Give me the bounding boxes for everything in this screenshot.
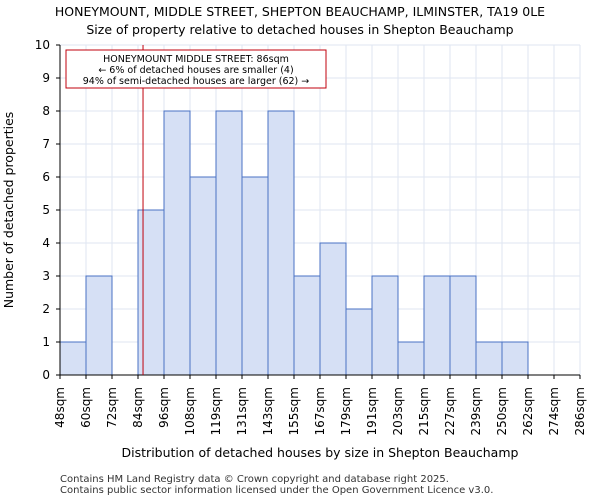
x-tick-label-239sqm: 239sqm [469, 387, 483, 435]
annotation-line-2: ← 6% of detached houses are smaller (4) [98, 65, 293, 76]
x-tick-label-274sqm: 274sqm [547, 387, 561, 435]
x-tick-label-60sqm: 60sqm [79, 387, 93, 428]
bar-191sqm [371, 275, 399, 376]
x-tick-label-286sqm: 286sqm [573, 387, 587, 435]
x-tick-label-108sqm: 108sqm [183, 387, 197, 435]
bar-119sqm [215, 110, 243, 376]
x-tick-label-203sqm: 203sqm [391, 387, 405, 435]
bar-179sqm [345, 308, 373, 376]
y-tick-label-10: 10 [35, 38, 50, 52]
bar-143sqm [267, 110, 295, 376]
x-tick-label-250sqm: 250sqm [495, 387, 509, 435]
bar-239sqm [475, 341, 503, 376]
y-tick-label-8: 8 [42, 104, 50, 118]
annotation-box: HONEYMOUNT MIDDLE STREET: 86sqm ← 6% of … [65, 49, 327, 89]
y-tick-label-4: 4 [42, 236, 50, 250]
y-tick-label-9: 9 [42, 71, 50, 85]
annotation-line-1: HONEYMOUNT MIDDLE STREET: 86sqm [103, 54, 289, 65]
y-tick-label-1: 1 [42, 335, 50, 349]
chart-title: HONEYMOUNT, MIDDLE STREET, SHEPTON BEAUC… [54, 4, 546, 19]
x-tick-label-84sqm: 84sqm [131, 387, 145, 428]
bars [59, 110, 529, 376]
bar-167sqm [319, 242, 347, 376]
x-axis-label: Distribution of detached houses by size … [122, 445, 519, 460]
x-tick-labels: 48sqm 60sqm 72sqm 84sqm 96sqm 108sqm 119sqm 131… [53, 375, 587, 435]
y-tick-label-2: 2 [42, 302, 50, 316]
x-tick-label-143sqm: 143sqm [261, 387, 275, 435]
annotation-frame [65, 49, 327, 89]
x-tick-label-48sqm: 48sqm [53, 387, 67, 428]
y-tick-label-5: 5 [42, 203, 50, 217]
x-tick-label-227sqm: 227sqm [443, 387, 457, 435]
bar-215sqm [423, 275, 451, 376]
bar-250sqm [501, 341, 529, 376]
x-tick-label-96sqm: 96sqm [157, 387, 171, 428]
footer-licence: Contains public sector information licen… [60, 485, 494, 496]
bar-131sqm [241, 176, 269, 376]
x-tick-label-215sqm: 215sqm [417, 387, 431, 435]
bar-48sqm [59, 341, 87, 376]
annotation-line-3: 94% of semi-detached houses are larger (… [83, 76, 310, 87]
footer-copyright: Contains HM Land Registry data © Crown c… [60, 474, 449, 485]
x-tick-label-191sqm: 191sqm [365, 387, 379, 435]
bar-60sqm [85, 275, 113, 376]
bar-108sqm [189, 176, 217, 376]
x-tick-label-155sqm: 155sqm [287, 387, 301, 435]
bar-227sqm [449, 275, 477, 376]
x-tick-label-131sqm: 131sqm [235, 387, 249, 435]
chart-subtitle: Size of property relative to detached ho… [86, 22, 514, 37]
bar-203sqm [397, 341, 425, 376]
x-tick-label-262sqm: 262sqm [521, 387, 535, 435]
bar-155sqm [293, 275, 321, 376]
y-tick-label-6: 6 [42, 170, 50, 184]
y-tick-label-7: 7 [42, 137, 50, 151]
y-tick-label-0: 0 [42, 368, 50, 382]
y-tick-labels: 0 1 2 3 4 5 6 7 8 9 10 [35, 38, 60, 382]
bar-84sqm [137, 209, 165, 376]
x-tick-label-167sqm: 167sqm [313, 387, 327, 435]
x-tick-label-72sqm: 72sqm [105, 387, 119, 428]
y-tick-label-3: 3 [42, 269, 50, 283]
x-tick-label-179sqm: 179sqm [339, 387, 353, 435]
x-tick-label-119sqm: 119sqm [209, 387, 223, 435]
bar-96sqm [163, 110, 191, 376]
y-axis-label: Number of detached properties [1, 112, 16, 309]
